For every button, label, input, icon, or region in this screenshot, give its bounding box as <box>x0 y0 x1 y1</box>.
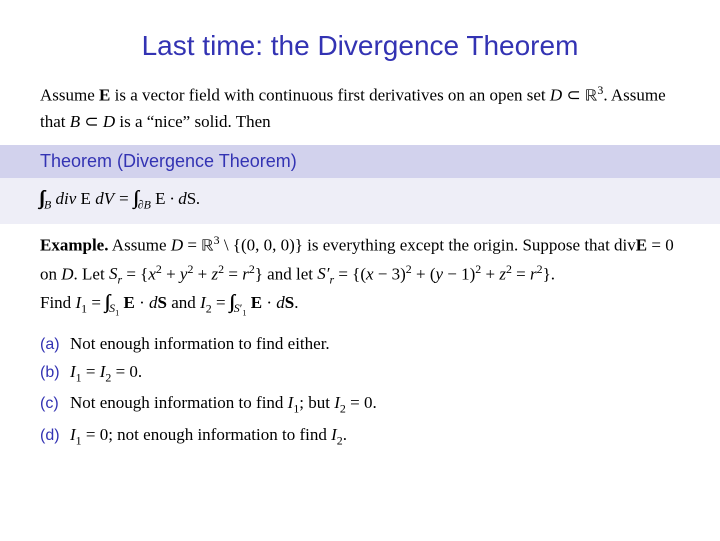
option-a: (a) Not enough information to find eithe… <box>40 334 680 354</box>
option-text: Not enough information to find I1; but I… <box>70 393 377 416</box>
theorem-box: Theorem (Divergence Theorem) ∫∫∫B div E … <box>0 145 720 224</box>
option-b: (b) I1 = I2 = 0. <box>40 362 680 385</box>
option-c: (c) Not enough information to find I1; b… <box>40 393 680 416</box>
option-label: (a) <box>40 336 70 354</box>
option-label: (c) <box>40 395 70 413</box>
answer-options: (a) Not enough information to find eithe… <box>40 334 680 448</box>
slide-title: Last time: the Divergence Theorem <box>40 30 680 62</box>
slide: Last time: the Divergence Theorem Assume… <box>0 0 720 541</box>
option-label: (d) <box>40 427 70 445</box>
option-label: (b) <box>40 364 70 382</box>
option-d: (d) I1 = 0; not enough information to fi… <box>40 425 680 448</box>
option-text: Not enough information to find either. <box>70 334 330 354</box>
theorem-header: Theorem (Divergence Theorem) <box>0 145 720 178</box>
intro-paragraph: Assume E is a vector field with continuo… <box>40 82 680 135</box>
example-paragraph: Example. Assume D = ℝ3 \ {(0, 0, 0)} is … <box>40 232 680 319</box>
option-text: I1 = 0; not enough information to find I… <box>70 425 347 448</box>
option-text: I1 = I2 = 0. <box>70 362 142 385</box>
theorem-body: ∫∫∫B div E dV = ∫∫∂B E · dS. <box>0 178 720 224</box>
